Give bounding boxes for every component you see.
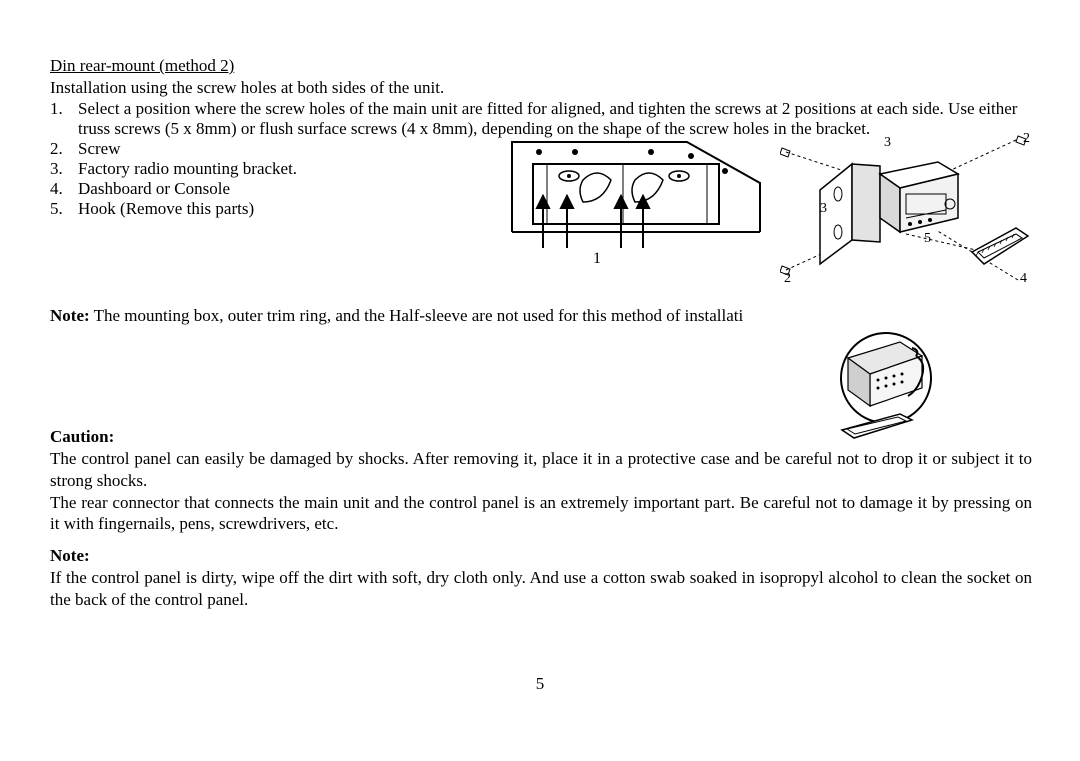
section-heading: Din rear-mount (method 2) bbox=[50, 55, 1032, 77]
svg-text:2: 2 bbox=[1023, 132, 1030, 146]
figure-bracket-closeup: 1 bbox=[511, 138, 762, 266]
note2-text: If the control panel is dirty, wipe off … bbox=[50, 567, 1032, 611]
step-number: 4. bbox=[50, 179, 78, 199]
document-page: Din rear-mount (method 2) Installation u… bbox=[0, 0, 1080, 761]
caution-paragraph-2: The rear connector that connects the mai… bbox=[50, 492, 1032, 536]
page-number: 5 bbox=[0, 674, 1080, 694]
note2-label: Note: bbox=[50, 545, 1032, 567]
note-line: Note: The mounting box, outer trim ring,… bbox=[50, 305, 1032, 327]
note-text: The mounting box, outer trim ring, and t… bbox=[90, 306, 744, 325]
heading-text: Din rear-mount (method 2) bbox=[50, 56, 234, 75]
callout-1: 1 bbox=[593, 250, 601, 266]
figure-panel-detail bbox=[830, 332, 942, 444]
step-number: 2. bbox=[50, 139, 78, 159]
step-number: 3. bbox=[50, 159, 78, 179]
svg-text:5: 5 bbox=[924, 231, 931, 246]
figure-exploded-mounting: 3 3 2 2 5 4 bbox=[780, 132, 1032, 286]
svg-text:3: 3 bbox=[884, 135, 891, 150]
svg-text:2: 2 bbox=[784, 271, 791, 286]
svg-text:3: 3 bbox=[820, 201, 827, 216]
step-number: 5. bbox=[50, 199, 78, 219]
intro-line: Installation using the screw holes at bo… bbox=[50, 77, 1032, 99]
caution-paragraph-1: The control panel can easily be damaged … bbox=[50, 448, 1032, 492]
step-number: 1. bbox=[50, 99, 78, 139]
note-label: Note: bbox=[50, 306, 90, 325]
svg-text:4: 4 bbox=[1020, 271, 1027, 286]
